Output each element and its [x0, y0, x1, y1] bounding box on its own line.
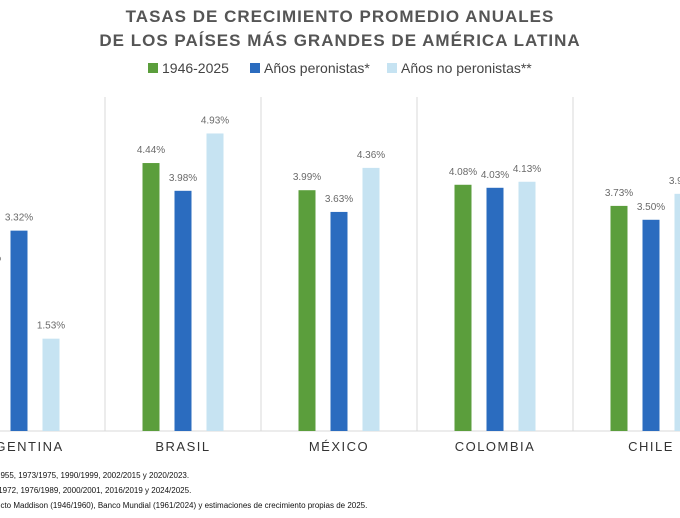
bar-value-label: 4.03% — [481, 170, 509, 181]
bar — [174, 190, 192, 431]
bar-value-label: 4.44% — [137, 145, 165, 156]
bar — [142, 163, 160, 431]
bars-group — [10, 133, 680, 432]
bar-value-label: 3.50% — [637, 202, 665, 213]
bar-value-label: 3.99% — [293, 172, 321, 183]
bar-value-label: 4.08% — [449, 167, 477, 178]
bar — [362, 167, 380, 431]
bar — [206, 133, 224, 432]
legend-swatch-series-1 — [148, 63, 158, 73]
chart-title-line-2: DE LOS PAÍSES MÁS GRANDES DE AMÉRICA LAT… — [99, 31, 580, 50]
bar-value-label: 2.65% — [0, 253, 1, 264]
footnote-2: /1972, 1976/1989, 2000/2001, 2016/2019 y… — [0, 486, 192, 495]
bar-value-label: 4.36% — [357, 150, 385, 161]
bar — [298, 190, 316, 431]
category-labels-group: ARGENTINA BRASIL MÉXICO COLOMBIA CHILE — [0, 439, 674, 454]
bar-value-label: 4.93% — [201, 115, 229, 126]
bar — [454, 184, 472, 431]
legend-label-series-2: Años peronistas* — [264, 60, 370, 76]
value-labels-group: 2.65% 4.44% 3.99% 4.08% 3.73% 3.32% 3.98% 3.63%… — [0, 115, 680, 331]
category-label: MÉXICO — [309, 439, 369, 454]
category-label: ARGENTINA — [0, 439, 64, 454]
category-label: COLOMBIA — [455, 439, 536, 454]
bar-value-label: 3.32% — [5, 213, 33, 224]
bar — [518, 181, 536, 431]
legend-label-series-1: 1946-2025 — [162, 60, 229, 76]
footnotes: 1955, 1973/1975, 1990/1999, 2002/2015 y … — [0, 468, 680, 513]
bar — [330, 211, 348, 431]
bar-value-label: 3.98% — [169, 173, 197, 184]
legend-swatch-series-3 — [387, 63, 397, 73]
legend-swatch-series-2 — [250, 63, 260, 73]
legend: 1946-2025 Años peronistas* Años no peron… — [148, 60, 532, 76]
chart-title-line-1: TASAS DE CRECIMIENTO PROMEDIO ANUALES — [126, 7, 555, 26]
bar — [486, 187, 504, 431]
bar — [42, 338, 60, 431]
bar — [642, 219, 660, 431]
bar-value-label: 4.13% — [513, 164, 541, 175]
footnote-1: 1955, 1973/1975, 1990/1999, 2002/2015 y … — [0, 471, 190, 480]
legend-label-series-3: Años no peronistas** — [401, 60, 532, 76]
footnote-3: ecto Maddison (1946/1960), Banco Mundial… — [0, 501, 368, 510]
bar — [10, 230, 28, 431]
bar-value-label: 1.53% — [37, 321, 65, 332]
bar-value-label: 3.73% — [605, 188, 633, 199]
category-label: BRASIL — [155, 439, 210, 454]
bar — [674, 193, 680, 431]
category-label: CHILE — [628, 439, 674, 454]
bar — [610, 205, 628, 431]
bar-value-label: 3.63% — [325, 194, 353, 205]
bar-value-label: 3.93% — [669, 176, 680, 187]
